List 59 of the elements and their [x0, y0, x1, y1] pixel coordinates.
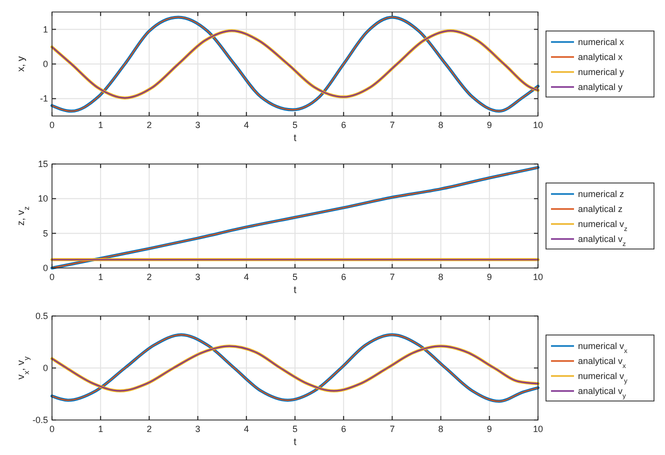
- x-tick-label: 8: [438, 272, 444, 282]
- x-tick-label: 0: [49, 424, 55, 434]
- legend-label: numerical x: [578, 37, 625, 47]
- x-tick-label: 6: [341, 120, 346, 130]
- y-tick-label: 0: [42, 59, 48, 69]
- x-tick-label: 4: [244, 424, 249, 434]
- x-tick-label: 6: [341, 424, 346, 434]
- x-tick-label: 4: [244, 272, 249, 282]
- x-tick-label: 10: [532, 120, 544, 130]
- y-tick-label: 15: [38, 159, 48, 169]
- x-tick-label: 1: [98, 272, 104, 282]
- y-tick-label: 0.5: [35, 311, 48, 321]
- x-tick-label: 7: [390, 120, 395, 130]
- legend-label: numerical z: [578, 189, 625, 199]
- x-tick-label: 6: [341, 272, 346, 282]
- x-tick-label: 0: [49, 120, 55, 130]
- x-tick-label: 10: [532, 272, 544, 282]
- legend-label: analytical v$_{y}$: [578, 386, 627, 400]
- x-tick-label: 10: [532, 424, 544, 434]
- x-tick-label: 2: [146, 120, 152, 130]
- x-axis-title: t: [294, 437, 297, 448]
- x-tick-label: 8: [438, 120, 444, 130]
- legend-label: analytical z: [578, 204, 624, 214]
- x-tick-label: 1: [98, 120, 104, 130]
- y-tick-label: -1: [40, 94, 48, 104]
- x-tick-label: 3: [195, 424, 200, 434]
- x-tick-label: 5: [292, 120, 298, 130]
- x-tick-label: 1: [98, 424, 104, 434]
- x-tick-label: 4: [244, 120, 249, 130]
- legend-label: analytical x: [578, 52, 624, 62]
- y-tick-label: -0.5: [32, 415, 48, 425]
- legend-label: analytical v$_{x}$: [578, 356, 627, 370]
- legend-label: numerical v$_{z}$: [578, 219, 628, 232]
- x-tick-label: 7: [390, 272, 395, 282]
- y-tick-label: 0: [42, 363, 48, 373]
- y-tick-label: 5: [42, 228, 48, 238]
- x-tick-label: 5: [292, 424, 298, 434]
- x-tick-label: 5: [292, 272, 298, 282]
- x-axis-title: t: [294, 133, 297, 144]
- x-tick-label: 8: [438, 424, 444, 434]
- legend-label: analytical v$_{z}$: [578, 234, 627, 248]
- x-tick-label: 2: [146, 424, 152, 434]
- x-tick-label: 3: [195, 272, 200, 282]
- x-tick-label: 9: [486, 120, 492, 130]
- y-tick-label: 10: [38, 194, 48, 204]
- y-tick-label: 1: [42, 24, 48, 34]
- x-tick-label: 3: [195, 120, 200, 130]
- y-tick-label: 0: [42, 263, 48, 273]
- x-axis-title: t: [294, 285, 297, 296]
- x-tick-label: 9: [486, 272, 492, 282]
- legend-label: numerical v$_{x}$: [578, 341, 628, 354]
- x-tick-label: 7: [390, 424, 395, 434]
- x-tick-label: 2: [146, 272, 152, 282]
- legend-label: numerical y: [578, 67, 625, 77]
- x-tick-label: 0: [49, 272, 55, 282]
- legend-label: analytical y: [578, 82, 624, 92]
- legend-label: numerical v$_{y}$: [578, 371, 628, 384]
- x-tick-label: 9: [486, 424, 492, 434]
- y-axis-title: x, y: [16, 56, 27, 72]
